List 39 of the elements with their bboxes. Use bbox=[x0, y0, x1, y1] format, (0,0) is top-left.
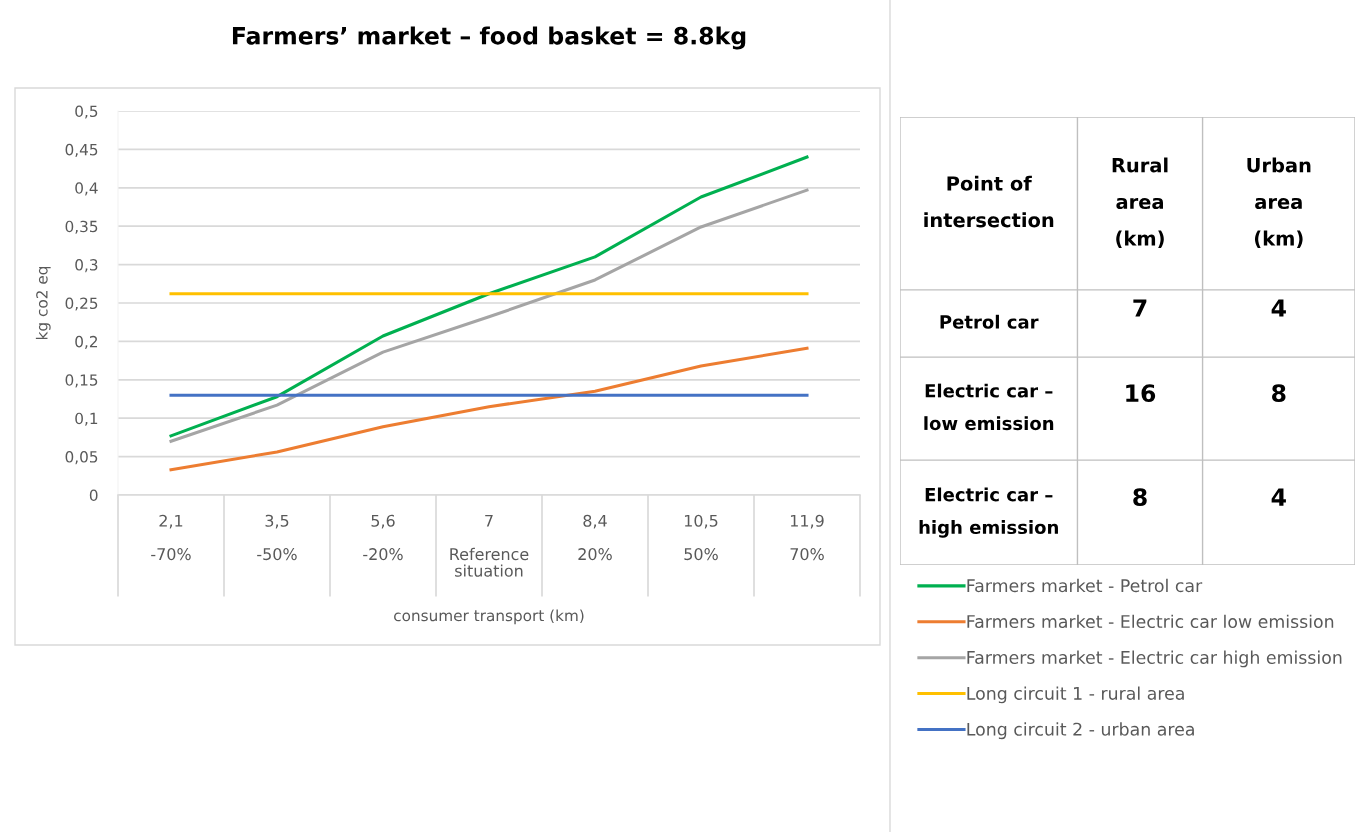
y-tick-label: 0,4 bbox=[75, 182, 98, 196]
text: 4 bbox=[1271, 488, 1286, 506]
category-label: 2,1 -70% bbox=[151, 514, 191, 561]
y-tick-label: 0,05 bbox=[65, 451, 98, 465]
legend-label: Long circuit 1 - rural area bbox=[967, 686, 1184, 704]
category-label: 3,5 -50% bbox=[257, 514, 297, 561]
category-label: 10,5 50% bbox=[684, 514, 718, 561]
legend-label: Farmers market - Electric car low emission bbox=[967, 614, 1334, 629]
text: Petrol car bbox=[940, 314, 1039, 329]
text: Electric car – high emission bbox=[919, 487, 1058, 538]
text: 7 bbox=[1133, 299, 1147, 317]
legend-label: Farmers market - Electric car high emission bbox=[967, 650, 1342, 668]
y-tick-label: 0,35 bbox=[65, 220, 98, 234]
category-label: 11,9 70% bbox=[790, 514, 824, 561]
category-label: 8,4 20% bbox=[578, 514, 612, 561]
y-tick-label: 0,45 bbox=[65, 143, 98, 157]
text: 8 bbox=[1272, 384, 1286, 403]
category-label: 5,6 -20% bbox=[363, 514, 403, 561]
y-tick-label: 0,3 bbox=[75, 259, 98, 273]
y-tick-label: 0,1 bbox=[75, 412, 98, 426]
chart-title: Farmers’ market – food basket = 8.8kg bbox=[232, 26, 746, 50]
y-tick-label: 0,2 bbox=[75, 335, 98, 349]
text: Rural area (km) bbox=[1112, 157, 1168, 248]
text: 8 bbox=[1133, 488, 1147, 506]
text: Urban area (km) bbox=[1247, 157, 1311, 248]
text: Electric car – low emission bbox=[924, 383, 1054, 431]
y-axis-title: kg co2 eq bbox=[35, 266, 51, 340]
legend-label: Long circuit 2 - urban area bbox=[967, 722, 1194, 740]
category-label: 7 Reference situation bbox=[450, 514, 529, 577]
y-tick-label: 0 bbox=[89, 489, 98, 502]
x-axis-title: consumer transport (km) bbox=[394, 609, 584, 625]
y-tick-label: 0,15 bbox=[65, 374, 98, 388]
text: 16 bbox=[1126, 384, 1156, 403]
y-tick-label: 0,5 bbox=[75, 105, 98, 119]
text: Point of intersection bbox=[924, 175, 1054, 228]
legend-label: Farmers market - Petrol car bbox=[967, 578, 1203, 593]
y-tick-label: 0,25 bbox=[65, 297, 98, 311]
text: 4 bbox=[1271, 299, 1286, 317]
line-series bbox=[169, 346, 809, 472]
